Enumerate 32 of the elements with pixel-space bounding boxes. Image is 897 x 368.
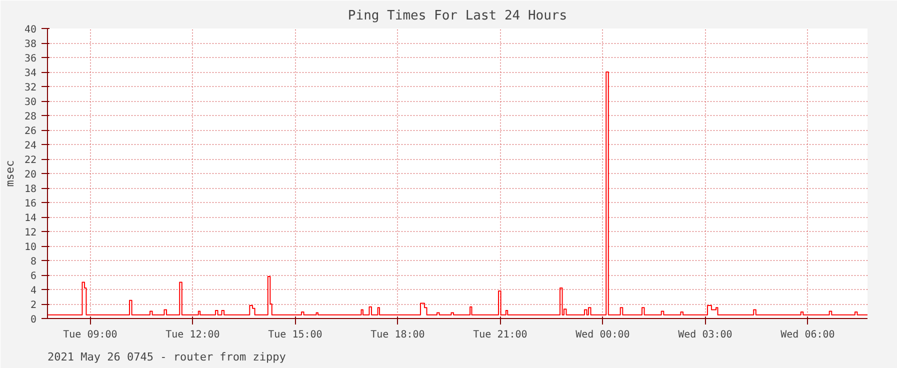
y-tick-label: 30 xyxy=(24,97,37,108)
x-tick-label: Wed 06:00 xyxy=(780,330,835,340)
y-tick-label: 36 xyxy=(24,54,37,64)
x-tick-label: Tue 15:00 xyxy=(268,330,322,340)
x-tick-label: Tue 21:00 xyxy=(473,330,528,340)
y-tick-label: 40 xyxy=(24,24,37,36)
y-tick-label: 38 xyxy=(24,39,37,50)
y-tick-label: 0 xyxy=(30,314,37,326)
x-tick-label: Wed 00:00 xyxy=(576,330,630,340)
y-tick-label: 22 xyxy=(24,155,37,166)
x-tick-label: Wed 03:00 xyxy=(678,330,732,340)
y-tick-label: 4 xyxy=(30,286,37,296)
y-tick-label: 8 xyxy=(30,256,37,268)
y-tick-label: 2 xyxy=(30,300,37,311)
y-tick-label: 28 xyxy=(24,112,37,122)
x-tick-label: Tue 09:00 xyxy=(63,330,118,340)
y-tick-label: 32 xyxy=(24,82,37,94)
y-tick-label: 18 xyxy=(24,184,37,195)
x-tick-label: Tue 18:00 xyxy=(370,330,425,340)
y-axis-title: msec xyxy=(3,160,16,187)
y-tick-label: 14 xyxy=(24,213,37,224)
y-tick-label: 16 xyxy=(24,198,37,210)
y-tick-label: 34 xyxy=(24,68,37,79)
text: 2021 May 26 0745 - router from zippy xyxy=(48,350,286,364)
y-tick-label: 20 xyxy=(24,170,37,180)
y-tick-label: 6 xyxy=(30,271,37,282)
y-tick-label: 12 xyxy=(24,228,37,238)
x-tick-label: Tue 12:00 xyxy=(166,330,220,340)
y-tick-label: 24 xyxy=(24,140,37,152)
chart-title: Ping Times For Last 24 Hours xyxy=(348,8,568,24)
y-tick-label: 26 xyxy=(24,126,37,137)
y-tick-label: 10 xyxy=(24,242,37,253)
